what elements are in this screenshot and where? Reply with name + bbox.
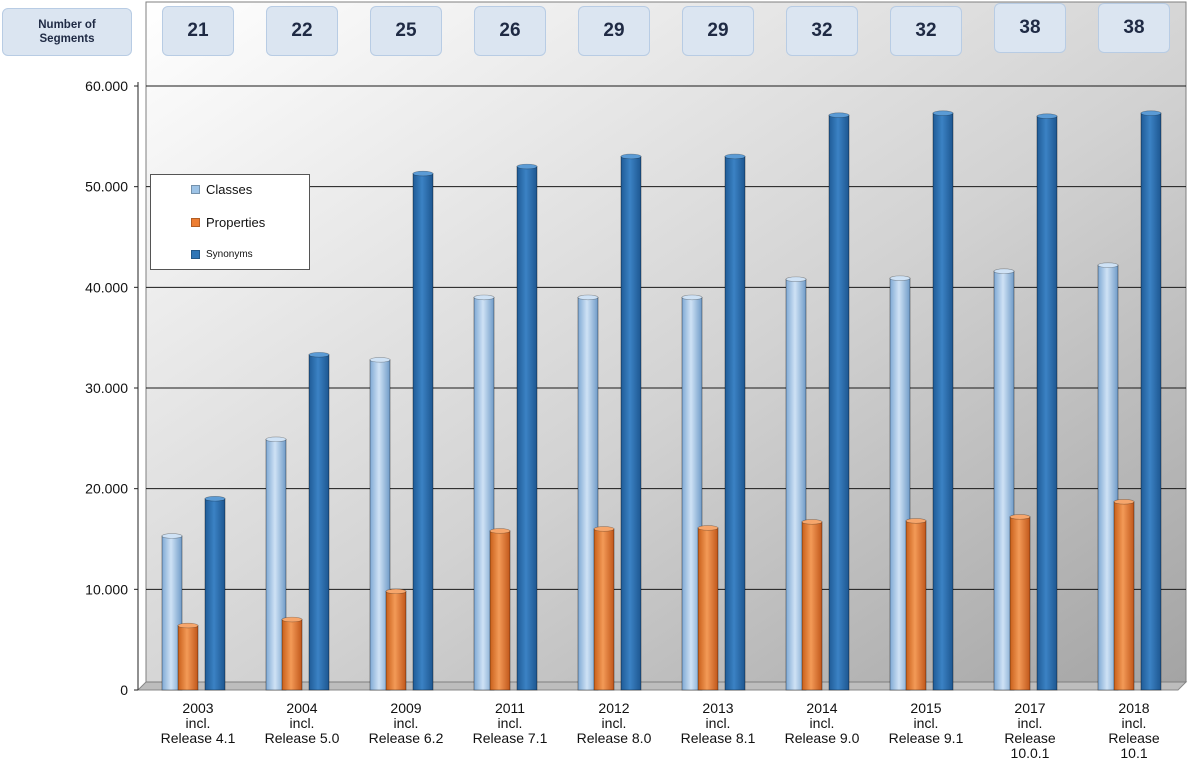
x-tick-label: 2018 incl. Release 10.1 bbox=[1108, 700, 1160, 761]
bar-properties bbox=[697, 525, 719, 691]
bar-classes bbox=[993, 268, 1015, 691]
y-tick-label: 50.000 bbox=[85, 179, 128, 195]
segments-header-label: Number of Segments bbox=[2, 8, 132, 56]
bar-classes bbox=[161, 533, 183, 691]
segment-count-box: 32 bbox=[786, 6, 858, 56]
bar-classes bbox=[889, 275, 911, 691]
bar-properties bbox=[489, 528, 511, 691]
segment-count-box: 22 bbox=[266, 6, 338, 56]
bar-classes bbox=[577, 294, 599, 691]
bar-classes bbox=[265, 436, 287, 691]
legend-swatch-classes bbox=[191, 185, 200, 194]
bar-synonyms bbox=[932, 110, 954, 691]
bar-synonyms bbox=[516, 163, 538, 691]
bar-properties bbox=[281, 616, 303, 691]
segment-count-box: 32 bbox=[890, 6, 962, 56]
legend: Classes Properties Synonyms bbox=[150, 174, 310, 270]
segment-count-box: 38 bbox=[994, 3, 1066, 53]
bar-properties bbox=[801, 519, 823, 691]
bar-classes bbox=[1097, 262, 1119, 691]
x-axis-labels: 2003 incl. Release 4.1 2004 incl. Release 5.0… bbox=[161, 700, 1160, 761]
y-tick-label: 10.000 bbox=[85, 581, 128, 597]
bars bbox=[161, 110, 1162, 691]
legend-item-classes: Classes bbox=[191, 182, 252, 197]
segment-count-box: 21 bbox=[162, 6, 234, 56]
bar-properties bbox=[177, 622, 199, 691]
y-tick-label: 40.000 bbox=[85, 279, 128, 295]
x-tick-label: 2009 incl. Release 6.2 bbox=[369, 700, 444, 746]
bar-classes bbox=[369, 357, 391, 691]
bar-synonyms bbox=[308, 352, 330, 691]
bar-synonyms bbox=[724, 153, 746, 691]
y-tick-label: 60.000 bbox=[85, 78, 128, 94]
x-tick-label: 2011 incl. Release 7.1 bbox=[473, 700, 548, 746]
bar-classes bbox=[785, 276, 807, 691]
bar-properties bbox=[905, 518, 927, 691]
legend-item-properties: Properties bbox=[191, 215, 265, 230]
bar-synonyms bbox=[204, 496, 226, 691]
x-tick-label: 2004 incl. Release 5.0 bbox=[265, 700, 340, 746]
bar-synonyms bbox=[828, 112, 850, 691]
legend-swatch-synonyms bbox=[191, 250, 200, 259]
legend-label-synonyms: Synonyms bbox=[206, 249, 253, 260]
bar-synonyms bbox=[620, 153, 642, 691]
bar-synonyms bbox=[1036, 113, 1058, 691]
segment-count-box: 26 bbox=[474, 6, 546, 56]
segment-count-box: 25 bbox=[370, 6, 442, 56]
bar-classes bbox=[473, 294, 495, 691]
segment-count-box: 29 bbox=[682, 6, 754, 56]
bar-synonyms bbox=[412, 170, 434, 691]
y-tick-label: 0 bbox=[120, 682, 128, 698]
legend-item-synonyms: Synonyms bbox=[191, 249, 253, 260]
bar-synonyms bbox=[1140, 110, 1162, 691]
legend-swatch-properties bbox=[191, 218, 200, 227]
bar-properties bbox=[1113, 499, 1135, 691]
segment-count-box: 29 bbox=[578, 6, 650, 56]
x-tick-label: 2003 incl. Release 4.1 bbox=[161, 700, 236, 746]
x-tick-label: 2013 incl. Release 8.1 bbox=[681, 700, 756, 746]
x-tick-label: 2015 incl. Release 9.1 bbox=[889, 700, 964, 746]
x-tick-label: 2012 incl. Release 8.0 bbox=[577, 700, 652, 746]
segment-count-box: 38 bbox=[1098, 3, 1170, 53]
x-tick-label: 2014 incl. Release 9.0 bbox=[785, 700, 860, 746]
x-tick-label: 2017 incl. Release 10.0.1 bbox=[1004, 700, 1056, 761]
y-tick-label: 30.000 bbox=[85, 380, 128, 396]
bar-properties bbox=[1009, 514, 1031, 691]
bar-properties bbox=[385, 588, 407, 691]
bar-classes bbox=[681, 294, 703, 691]
legend-label-classes: Classes bbox=[206, 182, 253, 197]
legend-label-properties: Properties bbox=[206, 215, 266, 230]
y-tick-label: 20.000 bbox=[85, 481, 128, 497]
bar-properties bbox=[593, 526, 615, 691]
y-axis: 0 10.000 20.000 30.000 40.000 50.000 60.000 bbox=[85, 78, 139, 698]
